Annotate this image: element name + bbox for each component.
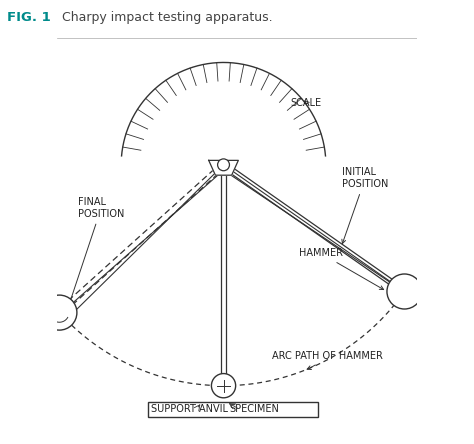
Text: ARC PATH OF HAMMER: ARC PATH OF HAMMER <box>272 351 383 369</box>
Polygon shape <box>209 160 238 175</box>
Circle shape <box>218 159 229 171</box>
Text: SPECIMEN: SPECIMEN <box>229 404 279 414</box>
Text: HAMMER: HAMMER <box>299 248 383 289</box>
Text: SUPPORT ANVIL: SUPPORT ANVIL <box>151 404 228 414</box>
Text: FINAL
POSITION: FINAL POSITION <box>69 197 125 304</box>
Text: FIG. 1: FIG. 1 <box>7 11 51 24</box>
Circle shape <box>42 295 77 330</box>
Text: SCALE: SCALE <box>291 98 322 107</box>
Text: INITIAL
POSITION: INITIAL POSITION <box>342 167 388 243</box>
Text: Charpy impact testing apparatus.: Charpy impact testing apparatus. <box>50 11 273 24</box>
Circle shape <box>387 274 422 309</box>
Circle shape <box>211 373 236 398</box>
Bar <box>148 402 318 416</box>
